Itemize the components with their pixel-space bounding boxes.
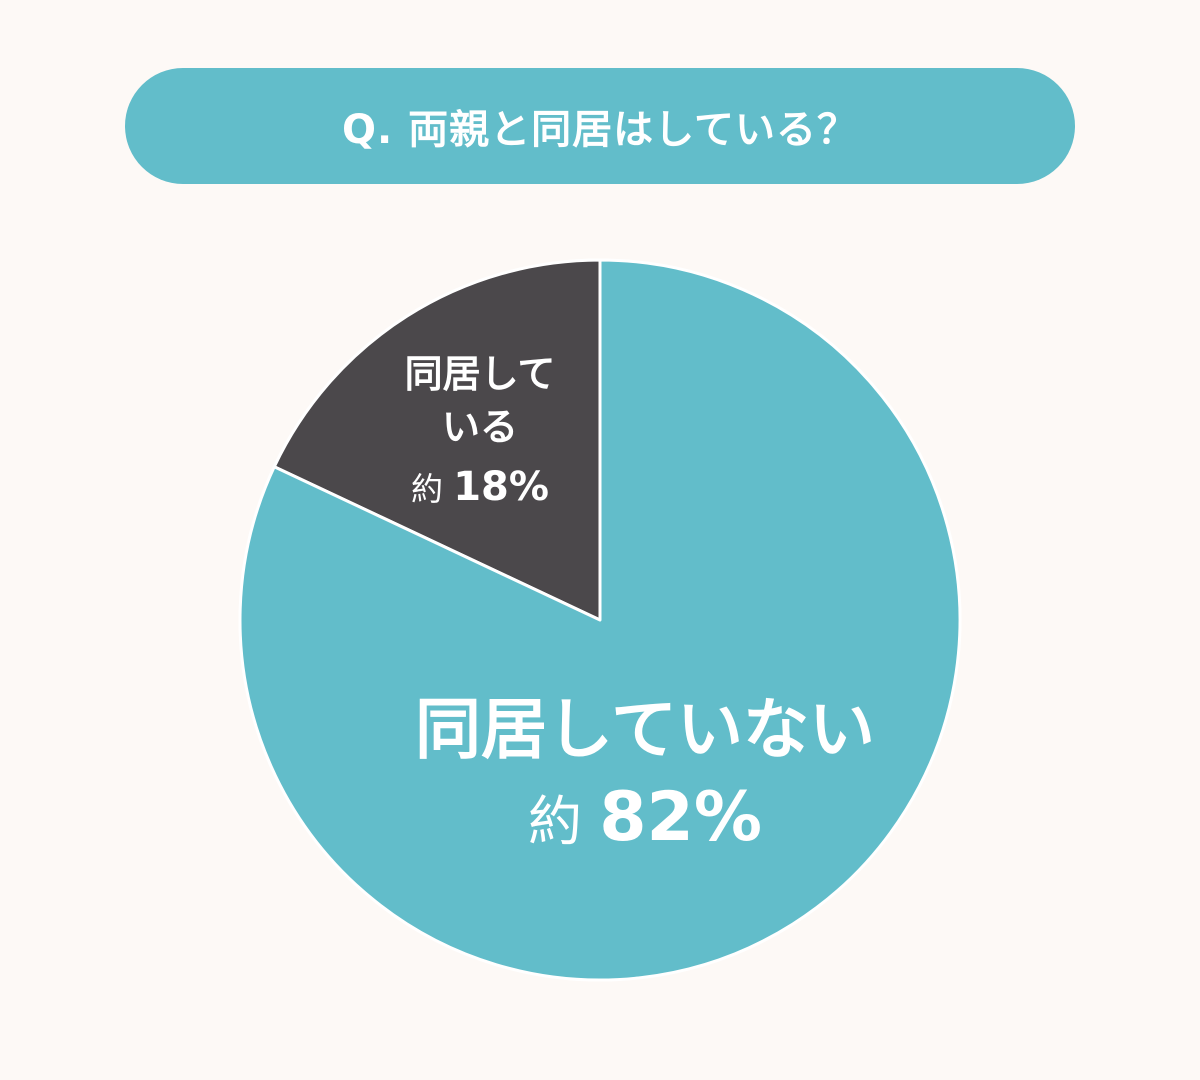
slice-value-0: 約 18% (411, 464, 549, 510)
question-banner: Q. 両親と同居はしている？ (125, 68, 1075, 184)
slice-value-1: 約 82% (528, 778, 762, 857)
slice-label-0-line-1: いる (442, 405, 518, 449)
pie-slice-1 (238, 258, 962, 982)
slice-label-1-line-0: 同居していない (415, 691, 875, 768)
pie-slice-0 (272, 258, 602, 622)
pie-slices (238, 258, 962, 982)
slice-label-0-line-0: 同居して (405, 352, 556, 396)
